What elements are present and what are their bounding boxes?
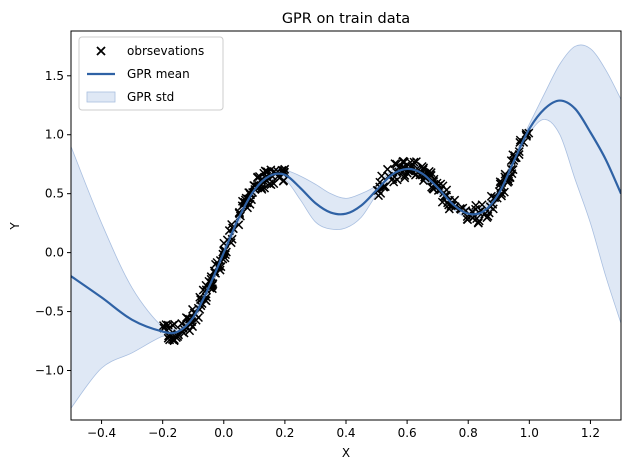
observation-point xyxy=(463,215,473,225)
y-axis-label: Y xyxy=(8,222,22,231)
observation-point xyxy=(256,175,266,185)
observation-point xyxy=(482,213,492,223)
x-tick-label: 0.4 xyxy=(336,426,355,440)
plot-area xyxy=(71,44,621,409)
observation-point xyxy=(415,170,425,180)
legend-marker-x xyxy=(96,46,106,56)
axes: −0.4 −0.2 0.0 0.2 0.4 0.6 0.8 1.0 1.2 −1.0 −0.5 0.0… xyxy=(35,30,622,440)
observation-point xyxy=(169,336,179,346)
observation-point xyxy=(474,216,484,226)
observation-point xyxy=(419,163,429,173)
y-tick-label: 0.0 xyxy=(45,246,64,260)
gpr-mean-line xyxy=(71,99,621,335)
x-tick-label: 0.6 xyxy=(398,426,417,440)
y-tick-label: 0.5 xyxy=(45,187,64,201)
y-tick-label: 1.5 xyxy=(45,69,64,83)
x-tick-label: −0.4 xyxy=(87,426,116,440)
observation-point xyxy=(169,319,180,329)
chart-title: GPR on train data xyxy=(282,11,410,27)
observation-point xyxy=(266,180,276,190)
y-tick-label: −0.5 xyxy=(35,305,64,319)
legend: obrsevations GPR mean GPR std xyxy=(78,36,224,111)
observation-point xyxy=(259,168,269,178)
x-tick-label: 0.2 xyxy=(275,426,294,440)
x-tick-label: 0.8 xyxy=(459,426,478,440)
x-tick-label: 1.0 xyxy=(520,426,539,440)
observation-point xyxy=(400,170,410,180)
observation-point xyxy=(448,201,458,211)
legend-label: GPR std xyxy=(127,90,174,104)
legend-label: obrsevations xyxy=(127,44,204,58)
observations xyxy=(158,128,534,346)
observation-point xyxy=(185,319,195,329)
x-tick-label: 1.2 xyxy=(581,426,600,440)
observation-point xyxy=(426,168,436,178)
observation-point xyxy=(429,176,439,187)
x-axis-label: X xyxy=(342,446,350,460)
legend-marker-patch xyxy=(86,91,116,103)
x-tick-label: −0.2 xyxy=(148,426,177,440)
x-tick-label: 0.0 xyxy=(214,426,233,440)
observation-point xyxy=(477,200,487,210)
y-tick-label: −1.0 xyxy=(35,363,64,377)
observation-point xyxy=(390,159,400,169)
observation-point xyxy=(409,157,419,167)
y-tick-label: 1.0 xyxy=(45,128,64,142)
legend-label: GPR mean xyxy=(127,67,190,81)
observation-point xyxy=(266,165,276,175)
observation-point xyxy=(373,185,383,195)
